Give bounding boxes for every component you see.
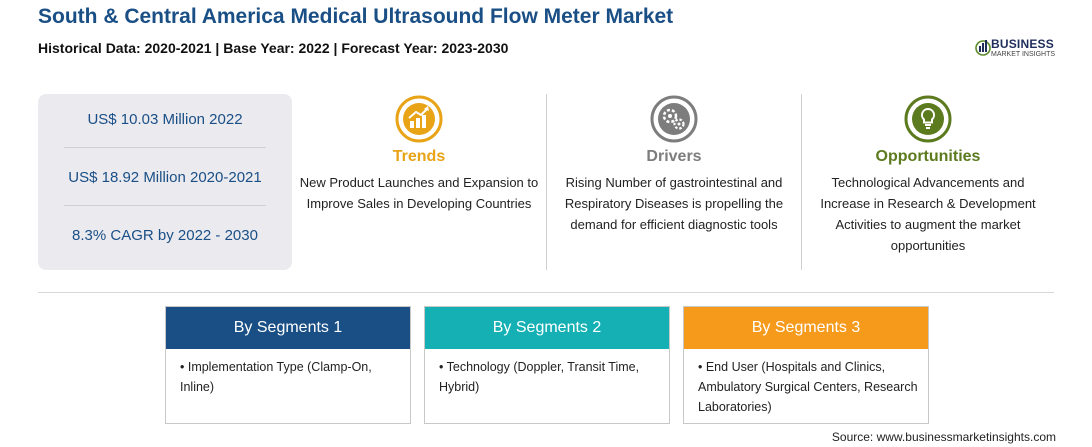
page-subtitle: Historical Data: 2020-2021 | Base Year: … (38, 40, 509, 56)
segment-card-2: By Segments 2 • Technology (Doppler, Tra… (424, 306, 670, 424)
stats-panel: US$ 10.03 Million 2022 US$ 18.92 Million… (38, 94, 292, 270)
gears-icon (649, 94, 699, 144)
logo-tagline: MARKET INSIGHTS (991, 51, 1056, 58)
stat-market-size-historical: US$ 18.92 Million 2020-2021 (68, 169, 262, 186)
segment-header: By Segments 3 (684, 307, 928, 349)
feature-text: New Product Launches and Expansion to Im… (299, 175, 539, 211)
bar-chart-globe-icon (975, 40, 991, 56)
section-divider (38, 292, 1054, 293)
stat-divider (64, 147, 266, 148)
feature-text: Technological Advancements and Increase … (820, 175, 1036, 253)
page-title: South & Central America Medical Ultrasou… (38, 5, 674, 28)
feature-title: Trends (392, 148, 446, 165)
column-divider (546, 94, 547, 270)
logo-name: BUSINESS (991, 37, 1054, 51)
feature-drivers: Drivers Rising Number of gastrointestina… (554, 94, 794, 235)
feature-trends: Trends New Product Launches and Expansio… (299, 94, 539, 214)
company-logo[interactable]: BUSINESS MARKET INSIGHTS (975, 37, 1057, 63)
column-divider (801, 94, 802, 270)
trend-chart-icon (394, 94, 444, 144)
feature-opportunities: Opportunities Technological Advancements… (808, 94, 1048, 256)
lightbulb-icon (903, 94, 953, 144)
feature-text: Rising Number of gastrointestinal and Re… (564, 175, 784, 232)
stat-market-size-2022: US$ 10.03 Million 2022 (87, 111, 243, 128)
segment-header: By Segments 1 (166, 307, 410, 349)
stat-cagr: 8.3% CAGR by 2022 - 2030 (72, 227, 258, 244)
source-credit: Source: www.businessmarketinsights.com (831, 430, 1056, 444)
feature-title: Drivers (646, 148, 702, 165)
stat-divider (64, 205, 266, 206)
segment-item: • Technology (Doppler, Transit Time, Hyb… (439, 360, 640, 394)
feature-title: Opportunities (875, 148, 981, 165)
segment-item: • End User (Hospitals and Clinics, Ambul… (698, 360, 918, 414)
segment-card-1: By Segments 1 • Implementation Type (Cla… (165, 306, 411, 424)
segment-header: By Segments 2 (425, 307, 669, 349)
segment-item: • Implementation Type (Clamp-On, Inline) (180, 360, 372, 394)
segment-card-3: By Segments 3 • End User (Hospitals and … (683, 306, 929, 424)
